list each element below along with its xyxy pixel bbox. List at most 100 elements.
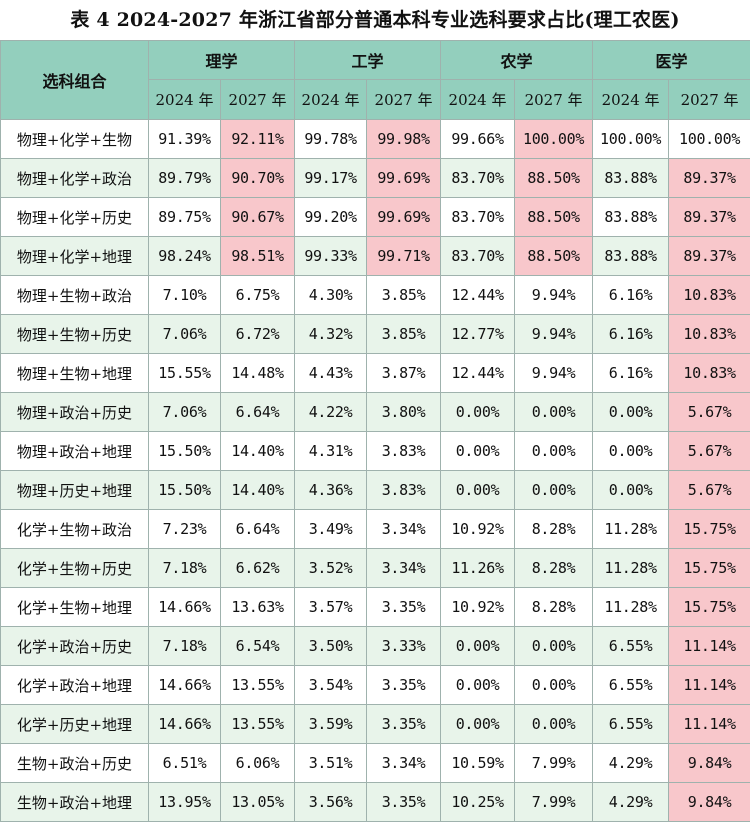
table-body: 物理+化学+生物 91.39% 92.11% 99.78% 99.98% 99.66% 10… <box>0 119 750 822</box>
combo-name-cell: 物理+生物+政治 <box>0 275 149 315</box>
value-cell: 7.06% <box>148 392 221 432</box>
value-cell: 0.00% <box>440 626 516 666</box>
value-cell: 6.16% <box>592 353 670 393</box>
value-cell: 11.26% <box>440 548 516 588</box>
value-cell: 3.52% <box>294 548 368 588</box>
value-cell: 83.70% <box>440 197 516 237</box>
value-cell: 12.44% <box>440 353 516 393</box>
value-cell: 3.34% <box>366 509 442 549</box>
combo-name-cell: 化学+生物+政治 <box>0 509 149 549</box>
value-cell: 10.92% <box>440 587 516 627</box>
value-cell: 99.98% <box>366 119 442 159</box>
table-row: 物理+生物+地理 15.55% 14.48% 4.43% 3.87% 12.44% 9.94… <box>0 353 750 393</box>
combo-name-cell: 生物+政治+历史 <box>0 743 149 783</box>
table-row: 物理+生物+政治 7.10% 6.75% 4.30% 3.85% 12.44% 9.94% 6… <box>0 275 750 315</box>
value-cell: 7.23% <box>148 509 221 549</box>
value-cell: 0.00% <box>514 626 594 666</box>
combo-name-cell: 物理+化学+历史 <box>0 197 149 237</box>
value-cell: 3.34% <box>366 743 442 783</box>
value-cell: 13.95% <box>148 782 221 822</box>
combo-name-cell: 物理+化学+地理 <box>0 236 149 276</box>
combo-name-cell: 物理+化学+生物 <box>0 119 149 159</box>
table-row: 物理+政治+地理 15.50% 14.40% 4.31% 3.83% 0.00% 0.00%… <box>0 431 750 471</box>
combo-name-cell: 物理+政治+地理 <box>0 431 149 471</box>
value-cell: 98.24% <box>148 236 221 276</box>
value-cell: 11.14% <box>668 665 750 705</box>
value-cell: 3.34% <box>366 548 442 588</box>
value-cell: 83.88% <box>592 236 670 276</box>
value-cell: 11.14% <box>668 704 750 744</box>
value-cell: 6.64% <box>219 509 296 549</box>
value-cell: 13.05% <box>219 782 296 822</box>
value-cell: 4.32% <box>294 314 368 354</box>
value-cell: 6.72% <box>219 314 296 354</box>
group-header-medicine: 医学 <box>592 40 750 80</box>
table-row: 物理+化学+历史 89.75% 90.67% 99.20% 99.69% 83.70% 88… <box>0 197 750 237</box>
value-cell: 89.37% <box>668 197 750 237</box>
value-cell: 3.50% <box>294 626 368 666</box>
value-cell: 3.83% <box>366 470 442 510</box>
value-cell: 3.87% <box>366 353 442 393</box>
value-cell: 0.00% <box>514 431 594 471</box>
value-cell: 99.17% <box>294 158 368 198</box>
value-cell: 3.85% <box>366 275 442 315</box>
value-cell: 3.35% <box>366 704 442 744</box>
value-cell: 13.55% <box>219 704 296 744</box>
value-cell: 91.39% <box>148 119 221 159</box>
value-cell: 14.66% <box>148 665 221 705</box>
group-header-agriculture: 农学 <box>440 40 594 80</box>
value-cell: 3.56% <box>294 782 368 822</box>
table-row: 物理+政治+历史 7.06% 6.64% 4.22% 3.80% 0.00% 0.00% 0.… <box>0 392 750 432</box>
value-cell: 4.29% <box>592 782 670 822</box>
group-header-science: 理学 <box>147 40 296 80</box>
value-cell: 6.51% <box>148 743 221 783</box>
value-cell: 14.40% <box>219 431 296 471</box>
value-cell: 14.48% <box>219 353 296 393</box>
value-cell: 15.50% <box>148 470 221 510</box>
value-cell: 7.99% <box>514 743 594 783</box>
value-cell: 0.00% <box>514 704 594 744</box>
value-cell: 0.00% <box>514 392 594 432</box>
value-cell: 10.92% <box>440 509 516 549</box>
table-row: 化学+政治+历史 7.18% 6.54% 3.50% 3.33% 0.00% 0.00% 6.… <box>0 626 750 666</box>
table-row: 物理+化学+政治 89.79% 90.70% 99.17% 99.69% 83.70% 88… <box>0 158 750 198</box>
value-cell: 99.33% <box>294 236 368 276</box>
value-cell: 3.85% <box>366 314 442 354</box>
combo-name-cell: 化学+历史+地理 <box>0 704 149 744</box>
value-cell: 15.50% <box>148 431 221 471</box>
combo-name-cell: 物理+历史+地理 <box>0 470 149 510</box>
value-cell: 3.35% <box>366 587 442 627</box>
value-cell: 99.69% <box>366 158 442 198</box>
value-cell: 11.28% <box>592 509 670 549</box>
header-row-years: 2024 年 2027 年 2024 年 2027 年 2024 年 2027 … <box>1 79 750 120</box>
value-cell: 99.69% <box>366 197 442 237</box>
table-row: 物理+历史+地理 15.50% 14.40% 4.36% 3.83% 0.00% 0.00%… <box>0 470 750 510</box>
value-cell: 6.16% <box>592 275 670 315</box>
value-cell: 8.28% <box>514 587 594 627</box>
value-cell: 11.28% <box>592 587 670 627</box>
value-cell: 8.28% <box>514 509 594 549</box>
value-cell: 0.00% <box>592 392 670 432</box>
value-cell: 0.00% <box>592 431 670 471</box>
table-row: 物理+化学+地理 98.24% 98.51% 99.33% 99.71% 83.70% 88… <box>0 236 750 276</box>
value-cell: 7.99% <box>514 782 594 822</box>
value-cell: 6.62% <box>219 548 296 588</box>
value-cell: 8.28% <box>514 548 594 588</box>
year-header: 2027 年 <box>668 79 750 120</box>
value-cell: 4.31% <box>294 431 368 471</box>
value-cell: 9.84% <box>668 782 750 822</box>
value-cell: 3.59% <box>294 704 368 744</box>
value-cell: 9.84% <box>668 743 750 783</box>
value-cell: 6.55% <box>592 626 670 666</box>
value-cell: 89.75% <box>148 197 221 237</box>
value-cell: 10.59% <box>440 743 516 783</box>
table-row: 化学+政治+地理 14.66% 13.55% 3.54% 3.35% 0.00% 0.00%… <box>0 665 750 705</box>
value-cell: 15.75% <box>668 587 750 627</box>
value-cell: 14.66% <box>148 704 221 744</box>
table-row: 化学+生物+地理 14.66% 13.63% 3.57% 3.35% 10.92% 8.28… <box>0 587 750 627</box>
value-cell: 98.51% <box>219 236 296 276</box>
year-header: 2027 年 <box>219 79 296 120</box>
combo-name-cell: 化学+生物+历史 <box>0 548 149 588</box>
value-cell: 10.83% <box>668 314 750 354</box>
value-cell: 83.88% <box>592 158 670 198</box>
